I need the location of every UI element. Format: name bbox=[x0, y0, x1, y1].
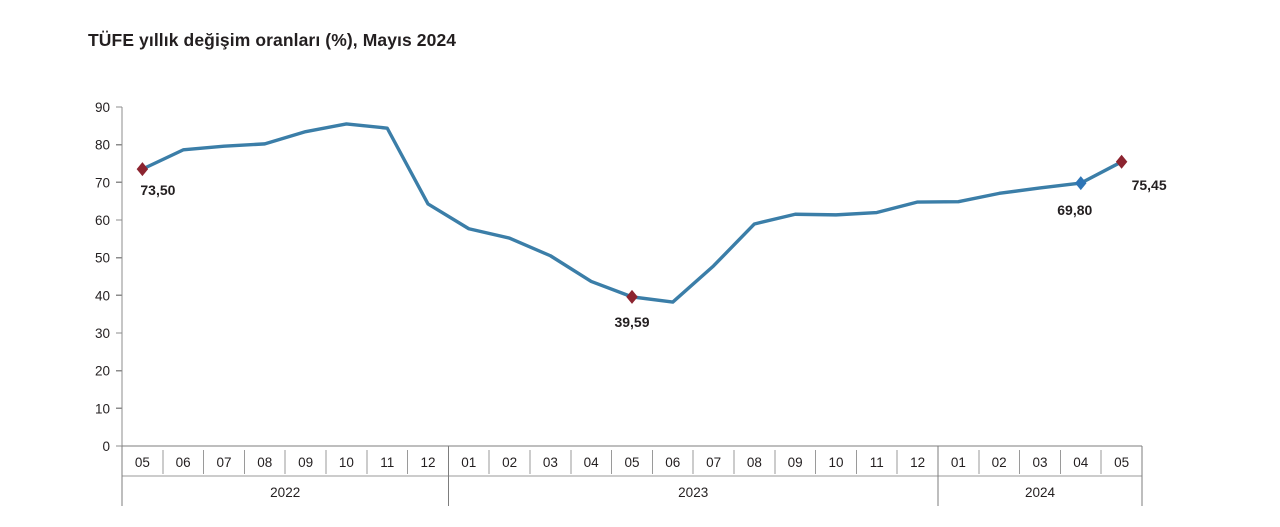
x-axis-month-label: 01 bbox=[951, 455, 966, 470]
y-axis-tick-label: 40 bbox=[95, 288, 110, 303]
y-axis-tick-label: 70 bbox=[95, 175, 110, 190]
chart-title: TÜFE yıllık değişim oranları (%), Mayıs … bbox=[88, 30, 457, 50]
x-axis-month-label: 06 bbox=[176, 455, 191, 470]
x-axis-year-label: 2023 bbox=[678, 485, 708, 500]
x-axis-month-label: 12 bbox=[910, 455, 925, 470]
y-axis-tick-label: 10 bbox=[95, 401, 110, 416]
y-axis-tick-label: 50 bbox=[95, 251, 110, 266]
data-point-value-label: 39,59 bbox=[614, 314, 649, 330]
data-point-marker bbox=[626, 289, 638, 304]
x-axis-month-label: 02 bbox=[502, 455, 517, 470]
y-axis-tick-label: 80 bbox=[95, 138, 110, 153]
x-axis-month-label: 05 bbox=[624, 455, 639, 470]
x-axis-month-label: 05 bbox=[1114, 455, 1129, 470]
x-axis-month-label: 10 bbox=[339, 455, 354, 470]
y-axis: 0 10 20 30 40 50 60 70 80 90 bbox=[95, 100, 123, 454]
data-point-marker bbox=[136, 162, 149, 177]
data-point-value-label: 73,50 bbox=[140, 182, 175, 198]
x-axis-month-label: 11 bbox=[380, 455, 394, 470]
data-point-value-label: 75,45 bbox=[1132, 177, 1167, 193]
series-tufe-yearly-change bbox=[140, 122, 1124, 304]
x-axis-year-label: 2022 bbox=[270, 485, 300, 500]
y-axis-tick-label: 0 bbox=[102, 439, 110, 454]
x-axis-month-label: 03 bbox=[543, 455, 558, 470]
x-axis-month-label: 08 bbox=[257, 455, 272, 470]
data-point-labels: 73,50 39,59 69,80 75,45 bbox=[140, 177, 1166, 330]
x-axis-month-label: 07 bbox=[706, 455, 721, 470]
x-axis-table: 05 06 07 08 09 10 11 12 01 02 03 04 05 06 07 08 09 10 11 12… bbox=[121, 445, 1143, 506]
x-axis-month-label: 07 bbox=[216, 455, 231, 470]
data-point-marker bbox=[1115, 154, 1128, 169]
x-axis-month-label: 08 bbox=[747, 455, 762, 470]
x-axis-month-label: 06 bbox=[665, 455, 680, 470]
series-path bbox=[140, 122, 1124, 304]
x-axis-month-label: 11 bbox=[870, 455, 884, 470]
x-axis-month-label: 10 bbox=[828, 455, 843, 470]
x-axis-month-label: 02 bbox=[992, 455, 1007, 470]
x-axis-month-label: 09 bbox=[788, 455, 803, 470]
x-axis-month-label: 01 bbox=[461, 455, 476, 470]
x-axis-month-label: 03 bbox=[1032, 455, 1047, 470]
x-axis-month-label: 04 bbox=[1073, 455, 1089, 470]
y-axis-tick-label: 90 bbox=[95, 100, 110, 115]
y-axis-tick-label: 30 bbox=[95, 326, 110, 341]
x-axis-month-label: 12 bbox=[420, 455, 435, 470]
y-axis-tick-label: 60 bbox=[95, 213, 110, 228]
x-axis-month-label: 05 bbox=[135, 455, 150, 470]
data-point-value-label: 69,80 bbox=[1057, 202, 1092, 218]
x-axis-month-label: 04 bbox=[584, 455, 600, 470]
x-axis-month-label: 09 bbox=[298, 455, 313, 470]
data-point-marker bbox=[1075, 176, 1087, 191]
y-axis-tick-label: 20 bbox=[95, 364, 110, 379]
x-axis-year-label: 2024 bbox=[1025, 485, 1056, 500]
data-point-markers bbox=[136, 154, 1128, 304]
